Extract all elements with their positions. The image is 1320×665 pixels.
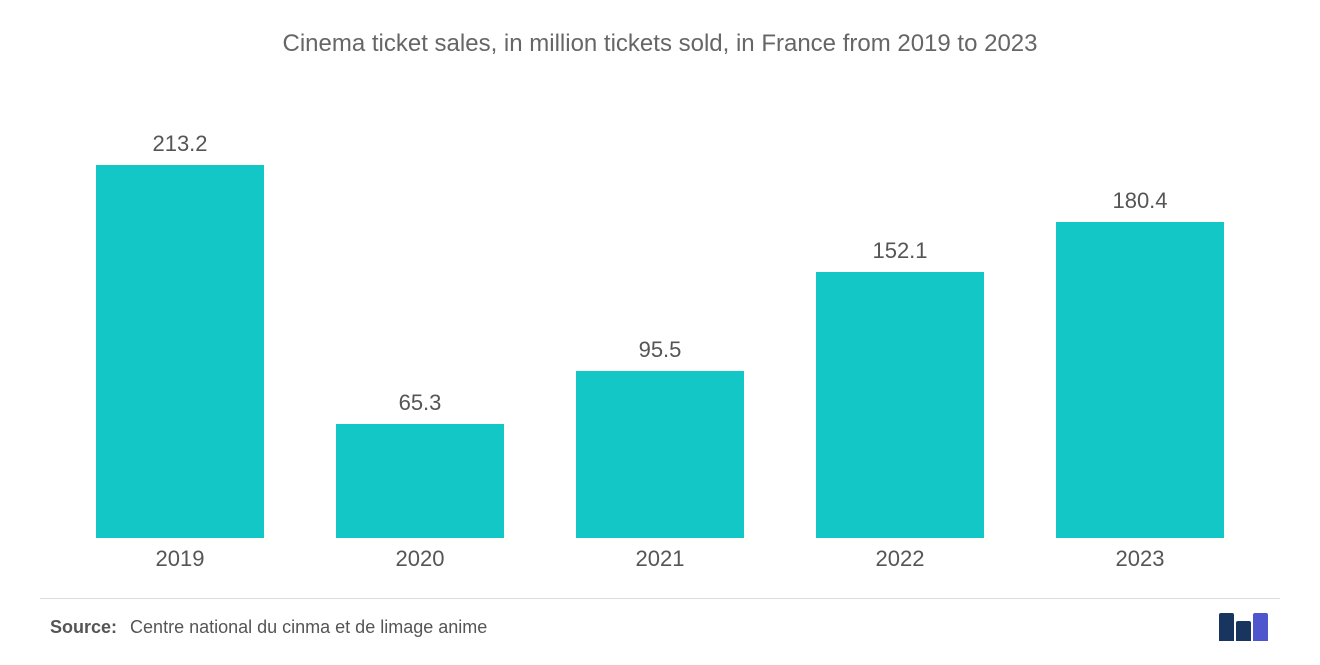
bar-2023 xyxy=(1056,222,1224,538)
source-line: Source: Centre national du cinma et de l… xyxy=(50,617,487,638)
bar-2022 xyxy=(816,272,984,538)
x-axis-label: 2019 xyxy=(72,538,288,572)
bar-value-label: 65.3 xyxy=(399,390,442,416)
chart-container: Cinema ticket sales, in million tickets … xyxy=(0,0,1320,665)
brand-logo-icon xyxy=(1219,613,1270,641)
x-axis-labels: 2019 2020 2021 2022 2023 xyxy=(60,538,1260,578)
bar-value-label: 213.2 xyxy=(152,131,207,157)
logo-bar xyxy=(1253,613,1268,641)
x-axis-label: 2023 xyxy=(1032,538,1248,572)
bar-value-label: 95.5 xyxy=(639,337,682,363)
bar-value-label: 180.4 xyxy=(1112,188,1167,214)
logo-bar xyxy=(1219,613,1234,641)
x-axis-label: 2020 xyxy=(312,538,528,572)
bar-value-label: 152.1 xyxy=(872,238,927,264)
source-text: Centre national du cinma et de limage an… xyxy=(130,617,487,637)
chart-title: Cinema ticket sales, in million tickets … xyxy=(40,30,1280,58)
x-axis-label: 2021 xyxy=(552,538,768,572)
bar-group: 65.3 xyxy=(312,118,528,538)
chart-footer: Source: Centre national du cinma et de l… xyxy=(40,598,1280,645)
bar-2019 xyxy=(96,165,264,538)
bar-group: 152.1 xyxy=(792,118,1008,538)
bar-group: 180.4 xyxy=(1032,118,1248,538)
bar-2020 xyxy=(336,424,504,538)
bar-group: 95.5 xyxy=(552,118,768,538)
bar-2021 xyxy=(576,371,744,538)
plot-area: 213.2 65.3 95.5 152.1 180.4 2019 2020 xyxy=(60,118,1260,578)
x-axis-label: 2022 xyxy=(792,538,1008,572)
logo-bar xyxy=(1236,621,1251,641)
bars-row: 213.2 65.3 95.5 152.1 180.4 xyxy=(60,118,1260,538)
source-label: Source: xyxy=(50,617,117,637)
bar-group: 213.2 xyxy=(72,118,288,538)
